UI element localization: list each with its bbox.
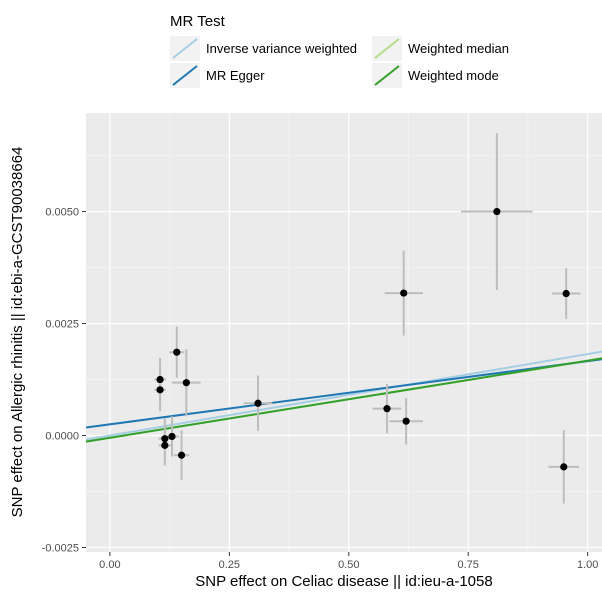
legend-label-weighted-median: Weighted median <box>408 41 509 56</box>
legend-key-weighted-mode <box>374 65 400 86</box>
legend-key-mr-egger <box>172 65 198 86</box>
y-tick-label: 0.0050 <box>45 207 79 219</box>
snp-point <box>383 405 391 413</box>
snp-point <box>562 289 570 298</box>
legend-key-weighted-median <box>374 38 400 59</box>
x-axis: 0.00 0.25 0.50 0.75 1.00 <box>99 552 598 571</box>
legend-label-mr-egger: MR Egger <box>206 68 265 83</box>
legend-item-mr-egger: MR Egger <box>170 63 265 88</box>
snp-point <box>161 441 169 449</box>
snp-point <box>156 386 164 394</box>
data-points <box>156 207 570 471</box>
snp-point <box>182 379 190 387</box>
snp-point <box>156 375 164 384</box>
x-tick-label: 0.50 <box>338 559 359 571</box>
y-tick-label: -0.0025 <box>42 543 79 555</box>
y-tick-label: 0.0000 <box>45 431 79 443</box>
y-axis: -0.0025 0.0000 0.0025 0.0050 <box>42 207 86 555</box>
x-tick-label: 0.25 <box>219 559 240 571</box>
legend-label-weighted-mode: Weighted mode <box>408 68 499 83</box>
snp-point <box>402 417 410 425</box>
legend-item-weighted-mode: Weighted mode <box>372 63 499 88</box>
legend-title: MR Test <box>170 13 226 30</box>
snp-point <box>400 289 408 297</box>
legend: MR Test Inverse variance weighted Weight… <box>170 13 509 88</box>
snp-point <box>168 432 176 441</box>
legend-key-ivw <box>172 38 198 59</box>
snp-point <box>254 399 262 407</box>
legend-label-ivw: Inverse variance weighted <box>206 41 357 56</box>
snp-point <box>493 207 501 216</box>
snp-point <box>177 451 186 459</box>
legend-item-ivw: Inverse variance weighted <box>170 36 357 61</box>
snp-point <box>560 463 568 471</box>
x-tick-label: 1.00 <box>577 559 598 571</box>
snp-point <box>161 435 169 443</box>
y-tick-label: 0.0025 <box>45 319 79 331</box>
x-axis-title: SNP effect on Celiac disease || id:ieu-a… <box>195 573 492 590</box>
y-axis-title: SNP effect on Allergic rhinitis || id:eb… <box>9 147 26 518</box>
regression-line-mr-egger <box>85 358 602 429</box>
x-tick-label: 0.75 <box>458 559 479 571</box>
snp-point <box>173 348 181 356</box>
legend-item-weighted-median: Weighted median <box>372 36 509 61</box>
plot-panel <box>86 113 602 552</box>
x-tick-label: 0.00 <box>99 559 120 571</box>
